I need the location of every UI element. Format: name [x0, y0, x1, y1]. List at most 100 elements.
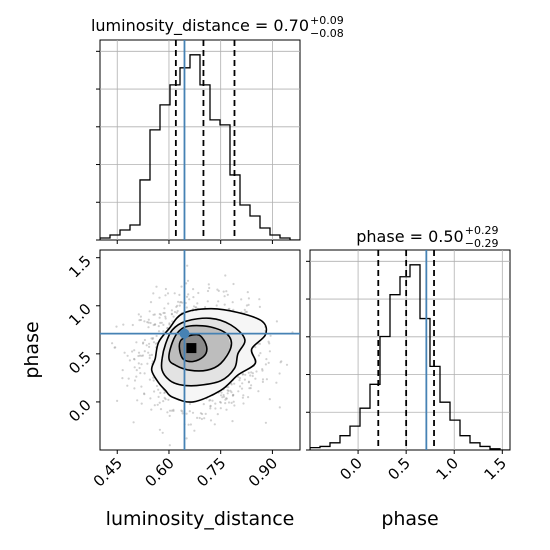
sample-point — [150, 337, 153, 340]
sample-point — [143, 320, 146, 323]
sample-point — [216, 413, 219, 416]
sample-point — [176, 304, 179, 307]
luminosity-distance-title: luminosity_distance = 0.70 — [91, 16, 309, 36]
sample-point — [139, 315, 142, 318]
sample-point — [247, 380, 251, 383]
sample-point — [97, 322, 99, 324]
x-tick-label: 0.60 — [141, 454, 177, 490]
sample-point — [192, 296, 195, 299]
sample-point — [186, 279, 190, 282]
sample-point — [221, 396, 224, 399]
sample-point — [166, 411, 169, 414]
sample-point — [159, 321, 162, 324]
sample-point — [138, 354, 142, 357]
sample-point — [220, 391, 223, 394]
sample-point — [238, 377, 242, 380]
sample-point — [138, 319, 141, 322]
sample-point — [244, 373, 247, 376]
sample-point — [265, 378, 268, 381]
sample-point — [245, 310, 248, 313]
sample-point — [258, 298, 261, 301]
sample-point — [189, 423, 192, 426]
sample-point — [151, 337, 154, 341]
sample-point — [261, 368, 264, 371]
title-lower-error: −0.08 — [310, 27, 344, 40]
sample-point — [158, 312, 161, 316]
sample-point — [157, 388, 160, 391]
sample-point — [161, 431, 164, 434]
sample-point — [240, 387, 244, 390]
sample-point — [244, 310, 247, 313]
sample-point — [163, 396, 166, 399]
x-tick-labels: 0.0 0.5 1.0 1.5 — [336, 454, 510, 484]
sample-point — [225, 290, 228, 293]
sample-point — [245, 304, 248, 307]
sample-point — [192, 305, 196, 308]
x-tick-label: 1.5 — [481, 454, 511, 484]
sample-point — [133, 357, 136, 361]
sample-point — [196, 416, 199, 419]
sample-point — [185, 437, 188, 440]
sample-point — [143, 338, 146, 342]
sample-point — [206, 300, 209, 303]
x-tick-labels: 0.45 0.60 0.75 0.90 — [90, 454, 282, 490]
sample-point — [150, 353, 153, 356]
sample-point — [164, 317, 167, 320]
sample-point — [232, 400, 235, 403]
sample-point — [217, 289, 220, 292]
sample-point — [152, 376, 155, 379]
histogram-step-line — [310, 264, 510, 450]
sample-point — [170, 312, 173, 315]
sample-point — [167, 398, 170, 401]
sample-point — [166, 327, 169, 330]
density-peak — [186, 343, 197, 354]
sample-point — [158, 296, 161, 299]
sample-point — [227, 386, 230, 389]
sample-point — [164, 315, 167, 318]
sample-point — [186, 264, 189, 267]
sample-point — [126, 384, 129, 387]
sample-point — [230, 391, 233, 394]
sample-point — [178, 293, 181, 296]
sample-point — [247, 297, 250, 300]
sample-point — [209, 404, 212, 407]
sample-point — [170, 313, 173, 316]
contour-lines — [150, 307, 268, 403]
sample-point — [230, 383, 233, 386]
sample-point — [209, 405, 212, 408]
sample-point — [139, 372, 142, 375]
sample-point — [254, 377, 257, 380]
sample-point — [149, 397, 152, 400]
sample-point — [203, 417, 206, 420]
sample-point — [215, 304, 218, 307]
sample-point — [176, 309, 179, 313]
sample-point — [162, 323, 165, 326]
sample-point — [187, 423, 190, 426]
sample-point — [164, 287, 167, 291]
tick-marks — [96, 257, 273, 454]
sample-point — [241, 382, 244, 385]
sample-point — [232, 394, 235, 397]
sample-point — [243, 308, 246, 311]
sample-point — [139, 318, 143, 322]
sample-point — [143, 350, 146, 353]
sample-point — [159, 313, 162, 316]
sample-point — [148, 342, 151, 345]
sample-point — [158, 316, 161, 319]
sample-point — [243, 378, 246, 381]
sample-point — [180, 300, 183, 304]
title-upper-error: +0.29 — [465, 224, 499, 237]
x-tick-label: 0.90 — [245, 454, 281, 490]
sample-point — [173, 292, 176, 295]
sample-point — [131, 323, 134, 327]
sample-point — [278, 372, 281, 375]
sample-point — [195, 306, 198, 309]
sample-point — [148, 310, 151, 313]
sample-point — [261, 378, 265, 381]
sample-point — [133, 366, 136, 369]
sample-point — [216, 288, 219, 291]
sample-point — [258, 305, 261, 308]
sample-point — [89, 349, 91, 351]
sample-point — [231, 301, 234, 304]
